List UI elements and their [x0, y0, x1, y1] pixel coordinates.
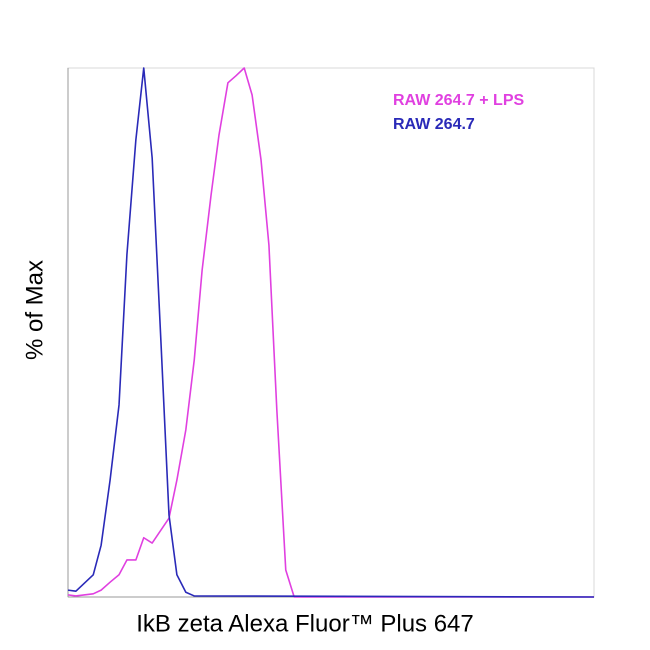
plot-frame	[67, 67, 595, 598]
legend-entry: RAW 264.7	[393, 116, 475, 133]
series-line	[67, 67, 594, 598]
x-axis-label: IkB zeta Alexa Fluor™ Plus 647	[136, 610, 474, 637]
legend-entry: RAW 264.7 + LPS	[393, 92, 524, 109]
y-axis-label: % of Max	[21, 260, 48, 360]
series-line	[67, 67, 595, 598]
